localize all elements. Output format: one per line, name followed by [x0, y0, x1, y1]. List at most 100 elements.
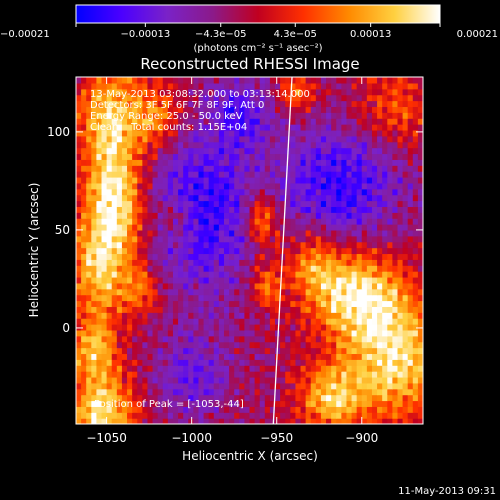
- heatmap-cell: [377, 165, 383, 172]
- heatmap-cell: [234, 206, 240, 213]
- heatmap-cell: [417, 235, 423, 243]
- heatmap-cell: [346, 418, 353, 424]
- heatmap-cell: [356, 318, 363, 325]
- heatmap-cell: [295, 135, 302, 143]
- heatmap-cell: [392, 194, 399, 202]
- heatmap-cell: [326, 312, 332, 319]
- heatmap-cell: [96, 324, 103, 331]
- heatmap-cell: [351, 347, 358, 355]
- heatmap-cell: [193, 77, 200, 84]
- heatmap-cell: [407, 153, 414, 160]
- heatmap-cell: [300, 294, 307, 302]
- heatmap-cell: [320, 318, 327, 325]
- heatmap-cell: [254, 418, 261, 424]
- heatmap-cell: [382, 288, 388, 296]
- heatmap-cell: [132, 153, 138, 160]
- heatmap-cell: [361, 324, 368, 331]
- heatmap-cell: [382, 294, 388, 302]
- heatmap-cell: [167, 159, 174, 166]
- heatmap-cell: [269, 400, 276, 407]
- heatmap-cell: [366, 353, 373, 360]
- heatmap-cell: [402, 371, 409, 378]
- heatmap-cell: [366, 153, 373, 160]
- heatmap-cell: [351, 271, 358, 278]
- heatmap-cell: [356, 406, 363, 413]
- heatmap-cell: [188, 229, 194, 237]
- heatmap-cell: [351, 141, 358, 149]
- heatmap-cell: [326, 182, 332, 190]
- heatmap-cell: [142, 418, 149, 424]
- heatmap-cell: [269, 194, 276, 202]
- heatmap-cell: [300, 371, 307, 378]
- heatmap-cell: [275, 165, 281, 172]
- heatmap-cell: [91, 412, 98, 419]
- heatmap-cell: [203, 118, 210, 125]
- heatmap-cell: [346, 300, 353, 307]
- heatmap-cell: [290, 94, 297, 102]
- heatmap-cell: [392, 382, 399, 390]
- heatmap-cell: [213, 294, 220, 302]
- heatmap-cell: [234, 265, 240, 272]
- heatmap-cell: [382, 100, 388, 108]
- annotation-block: 13-May-2013 03:08:32.000 to 03:13:14.000…: [90, 89, 310, 133]
- heatmap-cell: [254, 347, 261, 355]
- heatmap-cell: [275, 265, 281, 272]
- heatmap-cell: [366, 382, 373, 390]
- heatmap-cell: [305, 182, 312, 190]
- heatmap-cell: [137, 141, 143, 149]
- heatmap-cell: [366, 341, 373, 349]
- heatmap-cell: [76, 241, 82, 249]
- heatmap-cell: [167, 306, 174, 313]
- heatmap-cell: [346, 329, 353, 337]
- heatmap-cell: [172, 147, 179, 155]
- heatmap-cell: [331, 388, 337, 396]
- heatmap-cell: [326, 335, 332, 343]
- heatmap-cell: [229, 218, 235, 225]
- heatmap-cell: [305, 259, 312, 266]
- heatmap-cell: [315, 141, 322, 149]
- heatmap-cell: [326, 306, 332, 313]
- heatmap-cell: [351, 306, 358, 313]
- heatmap-cell: [152, 341, 159, 349]
- heatmap-cell: [305, 176, 312, 184]
- heatmap-cell: [254, 135, 261, 143]
- heatmap-cell: [361, 129, 368, 137]
- heatmap-cell: [371, 129, 378, 137]
- heatmap-cell: [336, 276, 342, 284]
- heatmap-cell: [188, 218, 194, 225]
- heatmap-cell: [101, 341, 108, 349]
- heatmap-cell: [203, 388, 210, 396]
- heatmap-cell: [320, 200, 327, 207]
- heatmap-cell: [249, 182, 256, 190]
- heatmap-cell: [361, 224, 368, 231]
- heatmap-cell: [137, 300, 143, 307]
- heatmap-cell: [412, 118, 419, 125]
- heatmap-cell: [397, 329, 404, 337]
- heatmap-cell: [264, 400, 271, 407]
- heatmap-cell: [76, 247, 82, 255]
- heatmap-cell: [167, 276, 174, 284]
- heatmap-cell: [285, 371, 291, 378]
- heatmap-cell: [326, 382, 332, 390]
- heatmap-cell: [387, 418, 393, 424]
- heatmap-cell: [81, 388, 87, 396]
- heatmap-cell: [223, 135, 230, 143]
- heatmap-cell: [295, 347, 302, 355]
- heatmap-cell: [203, 300, 210, 307]
- heatmap-cell: [188, 312, 194, 319]
- heatmap-cell: [213, 188, 220, 196]
- heatmap-cell: [397, 294, 404, 302]
- heatmap-cell: [208, 306, 215, 313]
- heatmap-cell: [229, 400, 235, 407]
- heatmap-cell: [142, 112, 149, 119]
- heatmap-cell: [193, 282, 200, 290]
- heatmap-cell: [351, 412, 358, 419]
- heatmap-cell: [127, 188, 133, 196]
- heatmap-cell: [402, 318, 409, 325]
- heatmap-cell: [218, 359, 225, 366]
- heatmap-cell: [218, 353, 225, 360]
- heatmap-cell: [106, 259, 113, 266]
- heatmap-cell: [412, 341, 419, 349]
- heatmap-cell: [127, 324, 133, 331]
- heatmap-cell: [188, 359, 194, 366]
